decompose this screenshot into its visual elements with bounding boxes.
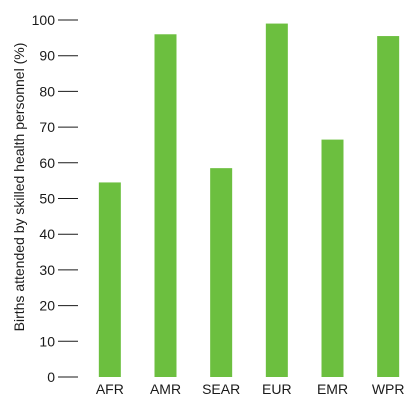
y-tick-label: 30	[39, 262, 55, 278]
y-axis-label: Births attended by skilled health person…	[11, 43, 27, 332]
x-tick-label-eur: EUR	[262, 381, 292, 397]
x-tick-label-afr: AFR	[96, 381, 124, 397]
x-tick-label-amr: AMR	[150, 381, 181, 397]
x-tick-label-wpr: WPR	[372, 381, 405, 397]
x-axis-labels: AFR AMR SEAR EUR EMR WPR	[96, 381, 405, 397]
y-tick-label: 90	[39, 48, 55, 64]
bar-amr	[154, 34, 177, 377]
bar-afr	[98, 182, 121, 377]
y-axis: 0 10 20 30 40 50 60 70 80 90 100	[32, 12, 78, 385]
y-tick-label: 100	[32, 12, 56, 28]
x-tick-label-sear: SEAR	[202, 381, 240, 397]
y-tick-label: 50	[39, 191, 55, 207]
y-tick-label: 40	[39, 226, 55, 242]
y-tick-label: 60	[39, 155, 55, 171]
y-tick-label: 0	[47, 369, 55, 385]
y-tick-label: 80	[39, 83, 55, 99]
x-tick-label-emr: EMR	[317, 381, 348, 397]
y-tick-label: 10	[39, 333, 55, 349]
bar-emr	[321, 139, 344, 377]
y-tick-label: 20	[39, 298, 55, 314]
bar-sear	[210, 168, 233, 377]
y-tick-label: 70	[39, 119, 55, 135]
bar-wpr	[377, 36, 400, 377]
bars	[98, 23, 400, 377]
bar-eur	[265, 23, 288, 377]
